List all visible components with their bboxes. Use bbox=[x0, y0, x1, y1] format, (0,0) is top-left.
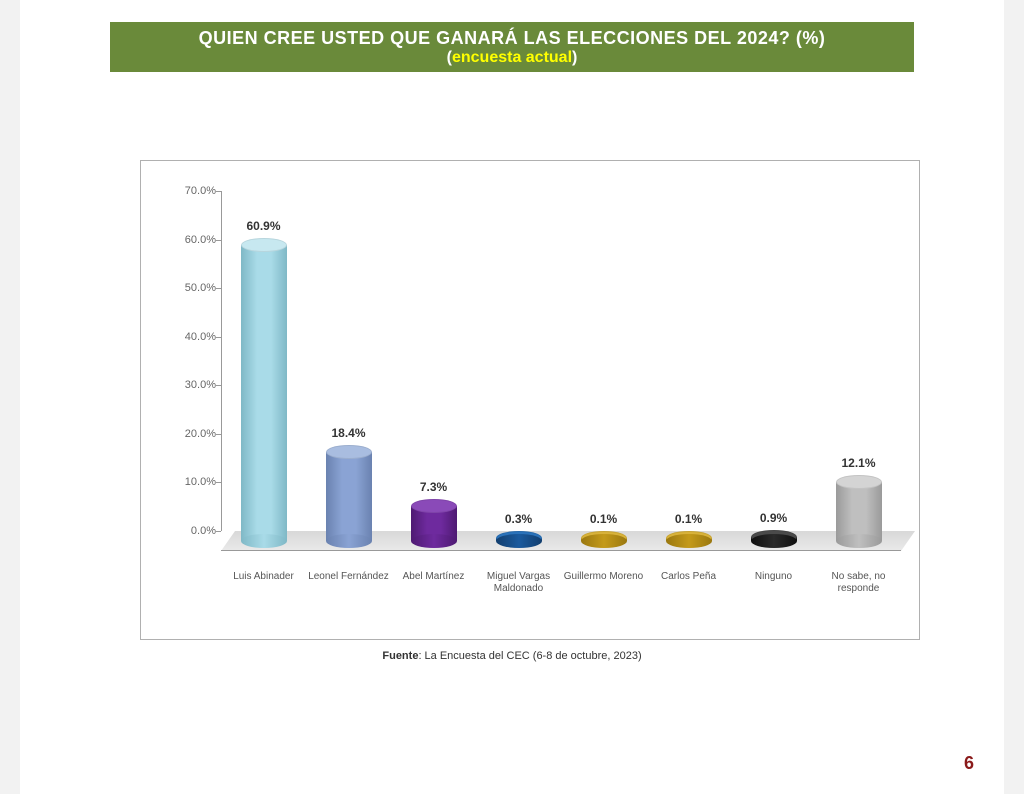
x-category-label: Carlos Peña bbox=[647, 571, 731, 583]
bar-body bbox=[326, 452, 372, 541]
subtitle-paren-close: ) bbox=[572, 49, 577, 66]
bar-body bbox=[836, 482, 882, 541]
y-tick-label: 70.0% bbox=[171, 185, 216, 197]
bar-value-label: 7.3% bbox=[394, 480, 474, 494]
bar: 60.9% bbox=[241, 245, 287, 541]
bar: 0.3% bbox=[496, 538, 542, 541]
y-tick-label: 60.0% bbox=[171, 234, 216, 246]
y-tick-label: 0.0% bbox=[171, 525, 216, 537]
bar-slot: 12.1%No sabe, no responde bbox=[832, 191, 886, 551]
x-category-label: Miguel Vargas Maldonado bbox=[477, 571, 561, 595]
bar: 18.4% bbox=[326, 452, 372, 541]
y-tick-label: 40.0% bbox=[171, 331, 216, 343]
bar-bottom bbox=[326, 534, 372, 548]
bar-slot: 0.1%Guillermo Moreno bbox=[577, 191, 631, 551]
chart-frame: 0.0% 10.0% 20.0% 30.0% 40.0% 50.0% 60.0% 70.0% 6… bbox=[140, 160, 920, 640]
chart-subtitle: (encuesta actual) bbox=[447, 49, 578, 67]
y-tick-label: 30.0% bbox=[171, 379, 216, 391]
bar-slot: 60.9%Luis Abinader bbox=[237, 191, 291, 551]
page: QUIEN CREE USTED QUE GANARÁ LAS ELECCION… bbox=[20, 0, 1004, 794]
bar-bottom bbox=[241, 534, 287, 548]
x-category-label: Guillermo Moreno bbox=[562, 571, 646, 583]
y-tick-label: 50.0% bbox=[171, 282, 216, 294]
source-caption: Fuente: La Encuesta del CEC (6-8 de octu… bbox=[20, 650, 1004, 662]
bar-top bbox=[241, 238, 287, 252]
bar-bottom bbox=[581, 534, 627, 548]
bar-value-label: 0.1% bbox=[564, 512, 644, 526]
bar-top bbox=[836, 475, 882, 489]
source-text: : La Encuesta del CEC (6-8 de octubre, 2… bbox=[418, 650, 641, 662]
chart-title: QUIEN CREE USTED QUE GANARÁ LAS ELECCION… bbox=[199, 28, 826, 49]
bar-value-label: 0.3% bbox=[479, 512, 559, 526]
y-tick-mark bbox=[216, 531, 221, 532]
bar-slot: 7.3%Abel Martínez bbox=[407, 191, 461, 551]
x-category-label: Ninguno bbox=[732, 571, 816, 583]
y-axis-line bbox=[221, 191, 222, 531]
x-category-label: No sabe, no responde bbox=[817, 571, 901, 595]
bar-bottom bbox=[751, 534, 797, 548]
page-number: 6 bbox=[964, 753, 974, 774]
bar-bottom bbox=[666, 534, 712, 548]
source-label: Fuente bbox=[382, 650, 418, 662]
bar-value-label: 0.9% bbox=[734, 511, 814, 525]
bar-bottom bbox=[411, 534, 457, 548]
bar-value-label: 12.1% bbox=[819, 456, 899, 470]
bar-slot: 0.3%Miguel Vargas Maldonado bbox=[492, 191, 546, 551]
title-band: QUIEN CREE USTED QUE GANARÁ LAS ELECCION… bbox=[110, 22, 914, 72]
bar-top bbox=[411, 499, 457, 513]
bar-value-label: 60.9% bbox=[224, 219, 304, 233]
bar-value-label: 0.1% bbox=[649, 512, 729, 526]
bar-slot: 0.9%Ninguno bbox=[747, 191, 801, 551]
bar: 12.1% bbox=[836, 482, 882, 541]
x-category-label: Abel Martínez bbox=[392, 571, 476, 583]
y-tick-label: 20.0% bbox=[171, 428, 216, 440]
y-tick-label: 10.0% bbox=[171, 476, 216, 488]
bar-slot: 0.1%Carlos Peña bbox=[662, 191, 716, 551]
bar-bottom bbox=[836, 534, 882, 548]
bar: 7.3% bbox=[411, 506, 457, 541]
bar-top bbox=[326, 445, 372, 459]
bar-bottom bbox=[496, 534, 542, 548]
bar: 0.1% bbox=[581, 538, 627, 541]
bar: 0.1% bbox=[666, 538, 712, 541]
x-category-label: Luis Abinader bbox=[222, 571, 306, 583]
x-category-label: Leonel Fernández bbox=[307, 571, 391, 583]
bar: 0.9% bbox=[751, 537, 797, 541]
subtitle-text: encuesta actual bbox=[452, 49, 572, 66]
bar-value-label: 18.4% bbox=[309, 426, 389, 440]
plot-area: 0.0%10.0%20.0%30.0%40.0%50.0%60.0%70.0%6… bbox=[221, 191, 901, 551]
bar-slot: 18.4%Leonel Fernández bbox=[322, 191, 376, 551]
bar-body bbox=[241, 245, 287, 541]
